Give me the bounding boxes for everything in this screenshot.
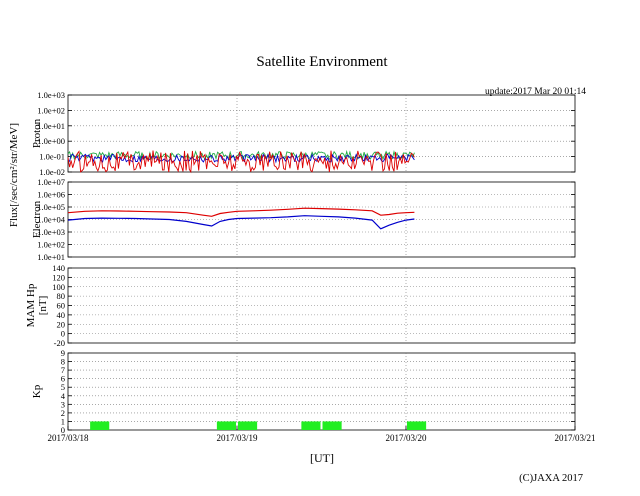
- proton-ytick-label: 1.0e+01: [37, 121, 65, 131]
- proton-ytick-label: 1.0e-01: [39, 152, 65, 162]
- copyright: (C)JAXA 2017: [519, 473, 583, 484]
- chart-title: Satellite Environment: [256, 54, 388, 70]
- panel-proton: 1.0e+03 1.0e+02 1.0e+01 1.0e+00 1.0e-01 1.0e-…: [31, 90, 576, 177]
- proton-ytick-label: 1.0e+03: [37, 90, 65, 100]
- kp-bar: [322, 421, 342, 430]
- kp-bar: [238, 421, 258, 430]
- x-tick-label: 2017/03/20: [385, 433, 427, 443]
- mam-hp-ytick-label: 100: [52, 282, 65, 292]
- mam-hp-ytick-label: -20: [54, 338, 65, 348]
- kp-bar: [216, 421, 236, 430]
- mam-hp-ylabel: MAM Hp: [25, 283, 37, 327]
- update-timestamp: update:2017 Mar 20 01:14: [485, 87, 586, 97]
- electron-ytick-label: 1.0e+05: [37, 202, 65, 212]
- proton-frame: [67, 94, 576, 173]
- panels-group: 1.0e+03 1.0e+02 1.0e+01 1.0e+00 1.0e-01 1.0e-…: [25, 90, 596, 443]
- proton-ytick-label: 1.0e-02: [39, 167, 65, 177]
- kp-bar: [407, 421, 427, 430]
- electron-ytick-label: 1.0e+07: [37, 177, 65, 187]
- kp-ytick-label: 3: [61, 399, 65, 409]
- kp-bar: [301, 421, 321, 430]
- kp-ytick-label: 1: [61, 416, 65, 426]
- x-axis-label: [UT]: [310, 451, 334, 465]
- kp-ytick-label: 9: [61, 348, 65, 358]
- kp-ytick-label: 4: [61, 391, 66, 401]
- electron-ytick-label: 1.0e+06: [37, 190, 65, 200]
- electron-ytick-label: 1.0e+01: [37, 252, 65, 262]
- kp-ytick-label: 8: [61, 357, 65, 367]
- mam-hp-yunit: [nT]: [37, 296, 49, 316]
- electron-series-electron-blue: [67, 215, 415, 230]
- kp-ylabel: Kp: [31, 384, 43, 398]
- flux-axis-label: Flux[/sec/cm²/str/MeV]: [8, 123, 20, 227]
- kp-ytick-label: 7: [61, 365, 65, 375]
- mam-hp-ytick-label: 120: [52, 272, 65, 282]
- kp-bar: [90, 421, 110, 430]
- proton-ytick-label: 1.0e+00: [37, 136, 65, 146]
- proton-ytick-label: 1.0e+02: [37, 105, 65, 115]
- mam-hp-ytick-label: 60: [57, 301, 66, 311]
- mam-hp-ytick-label: 140: [52, 263, 65, 273]
- electron-ytick-label: 1.0e+03: [37, 227, 65, 237]
- electron-ylabel: Electron: [31, 200, 43, 238]
- proton-ylabel: Proton: [31, 118, 43, 148]
- electron-ytick-label: 1.0e+02: [37, 240, 65, 250]
- mam-hp-ytick-label: 20: [57, 319, 66, 329]
- electron-ytick-label: 1.0e+04: [37, 215, 65, 225]
- x-tick-label: 2017/03/19: [216, 433, 258, 443]
- kp-frame: [67, 352, 576, 431]
- mam-hp-ytick-label: 40: [57, 310, 66, 320]
- panel-electron: 1.0e+07 1.0e+06 1.0e+05 1.0e+04 1.0e+03 1.0e+…: [31, 177, 576, 262]
- mam-hp-ytick-label: 80: [57, 291, 66, 301]
- x-tick-label: 2017/03/18: [47, 433, 89, 443]
- kp-ytick-label: 5: [61, 382, 65, 392]
- kp-ytick-label: 2: [61, 408, 65, 418]
- mam-hp-ytick-label: 0: [61, 329, 65, 339]
- electron-series-electron-red: [67, 207, 415, 217]
- kp-ytick-label: 0: [61, 425, 65, 435]
- x-tick-label: 2017/03/21: [554, 433, 595, 443]
- proton-series-proton-red: [67, 150, 415, 174]
- mam-hp-frame: [67, 267, 576, 344]
- kp-ytick-label: 6: [61, 374, 65, 384]
- electron-frame: [67, 181, 576, 258]
